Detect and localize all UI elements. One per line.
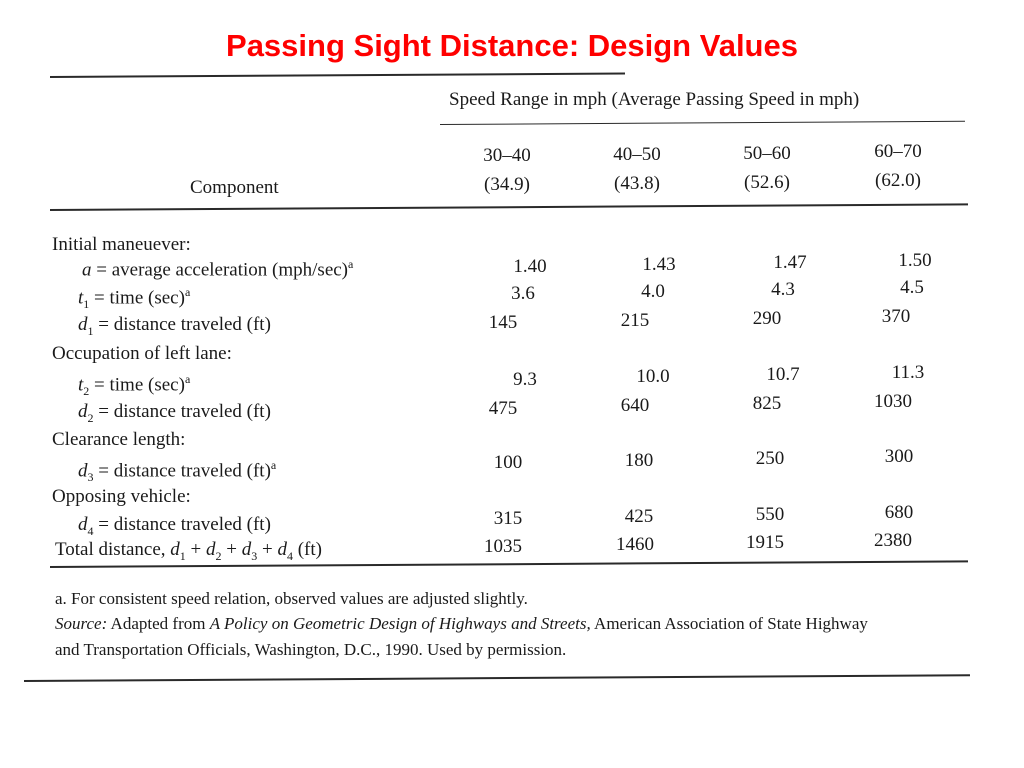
source-label: Source:	[55, 614, 108, 633]
variable-subscript: 4	[87, 523, 94, 538]
cell: 215	[620, 310, 650, 331]
cell: 4.0	[641, 281, 665, 302]
row-label: d1 = distance traveled (ft)	[78, 315, 271, 337]
footnote-marker: a	[348, 257, 354, 271]
section-title: Opposing vehicle:	[52, 486, 191, 507]
description: = distance traveled (ft)	[93, 514, 271, 535]
cell: 370	[881, 306, 911, 327]
avg-col-1: (34.9)	[484, 174, 530, 195]
cell: 1.50	[898, 250, 932, 271]
cell: 550	[755, 504, 785, 525]
footnote-marker: a	[184, 285, 191, 299]
speed-range-rule	[440, 120, 965, 125]
description: = average acceleration (mph/sec)	[91, 259, 349, 281]
footnote-bottom-rule	[24, 674, 970, 682]
section-title: Initial maneuever:	[52, 234, 191, 255]
description: = distance traveled (ft)	[93, 314, 271, 335]
row-label: d4 = distance traveled (ft)	[78, 515, 271, 537]
avg-col-3: (52.6)	[744, 172, 790, 193]
cell: 250	[755, 448, 785, 469]
cell: 1030	[874, 391, 912, 412]
cell: 145	[488, 312, 518, 333]
cell: 680	[884, 502, 914, 523]
total-unit: (ft)	[292, 539, 322, 560]
cell: 1.40	[513, 256, 547, 277]
range-col-3: 50–60	[743, 143, 791, 164]
range-col-4: 60–70	[874, 141, 922, 162]
header-bottom-rule	[50, 203, 968, 211]
cell: 4.5	[900, 277, 924, 298]
variable: a	[82, 259, 92, 281]
cell: 300	[884, 446, 914, 467]
row-label: a = average acceleration (mph/sec)a	[82, 258, 353, 279]
cell: 825	[752, 393, 782, 414]
total-label: Total distance,	[55, 539, 171, 560]
slide-title: Passing Sight Distance: Design Values	[226, 28, 798, 63]
variable: d	[78, 314, 88, 335]
cell: 11.3	[891, 362, 925, 383]
cell: 1.43	[642, 254, 676, 275]
cell: 475	[488, 398, 518, 419]
footnote-a: a. For consistent speed relation, observ…	[55, 589, 528, 608]
source-title: A Policy on Geometric Design of Highways…	[209, 614, 591, 633]
cell: 425	[624, 506, 654, 527]
cell: 290	[752, 308, 782, 329]
source-line-2: and Transportation Officials, Washington…	[55, 640, 567, 659]
source-line-1: Source: Adapted from A Policy on Geometr…	[55, 614, 868, 633]
total-cell: 1035	[484, 536, 522, 557]
avg-col-4: (62.0)	[875, 170, 921, 191]
footnote-marker: a	[270, 458, 277, 472]
variable-subscript: 2	[83, 384, 90, 399]
description: = time (sec)	[89, 287, 185, 309]
variable: d	[78, 460, 88, 482]
total-cell: 2380	[874, 530, 912, 551]
total-row-label: Total distance, d1 + d2 + d3 + d4 (ft)	[55, 539, 322, 563]
section-title: Occupation of left lane:	[52, 343, 232, 364]
cell: 180	[624, 450, 654, 471]
row-label: t2 = time (sec)a	[78, 373, 190, 397]
row-label: d3 = distance traveled (ft)a	[78, 459, 276, 483]
range-col-1: 30–40	[483, 145, 531, 166]
description: = distance traveled (ft)	[93, 401, 271, 422]
cell: 100	[493, 452, 523, 473]
cell: 1.47	[773, 252, 807, 273]
total-cell: 1460	[616, 534, 654, 555]
footnote-marker: a	[184, 372, 191, 386]
cell: 3.6	[511, 283, 535, 304]
variable-subscript: 3	[87, 470, 94, 485]
cell: 4.3	[771, 279, 795, 300]
section-title: Clearance length:	[52, 429, 186, 450]
table-top-rule	[50, 72, 626, 78]
cell: 9.3	[513, 369, 537, 390]
cell: 640	[620, 395, 650, 416]
cell: 10.7	[766, 364, 800, 385]
variable: d	[78, 401, 88, 422]
row-label: d2 = distance traveled (ft)	[78, 402, 271, 424]
cell: 10.0	[636, 366, 670, 387]
description: = time (sec)	[89, 374, 185, 396]
cell: 315	[493, 508, 523, 529]
variable: t	[78, 374, 84, 396]
row-label: t1 = time (sec)a	[78, 286, 190, 310]
speed-range-header: Speed Range in mph (Average Passing Spee…	[449, 89, 860, 110]
description: = distance traveled (ft)	[93, 460, 271, 482]
range-col-2: 40–50	[613, 144, 661, 165]
avg-col-2: (43.8)	[614, 173, 660, 194]
variable-subscript: 1	[83, 297, 90, 312]
variable-subscript: 1	[87, 323, 94, 338]
variable: t	[78, 287, 84, 309]
total-cell: 1915	[746, 532, 784, 553]
component-header: Component	[190, 177, 279, 198]
variable: d	[78, 514, 88, 535]
variable-subscript: 2	[87, 410, 94, 425]
